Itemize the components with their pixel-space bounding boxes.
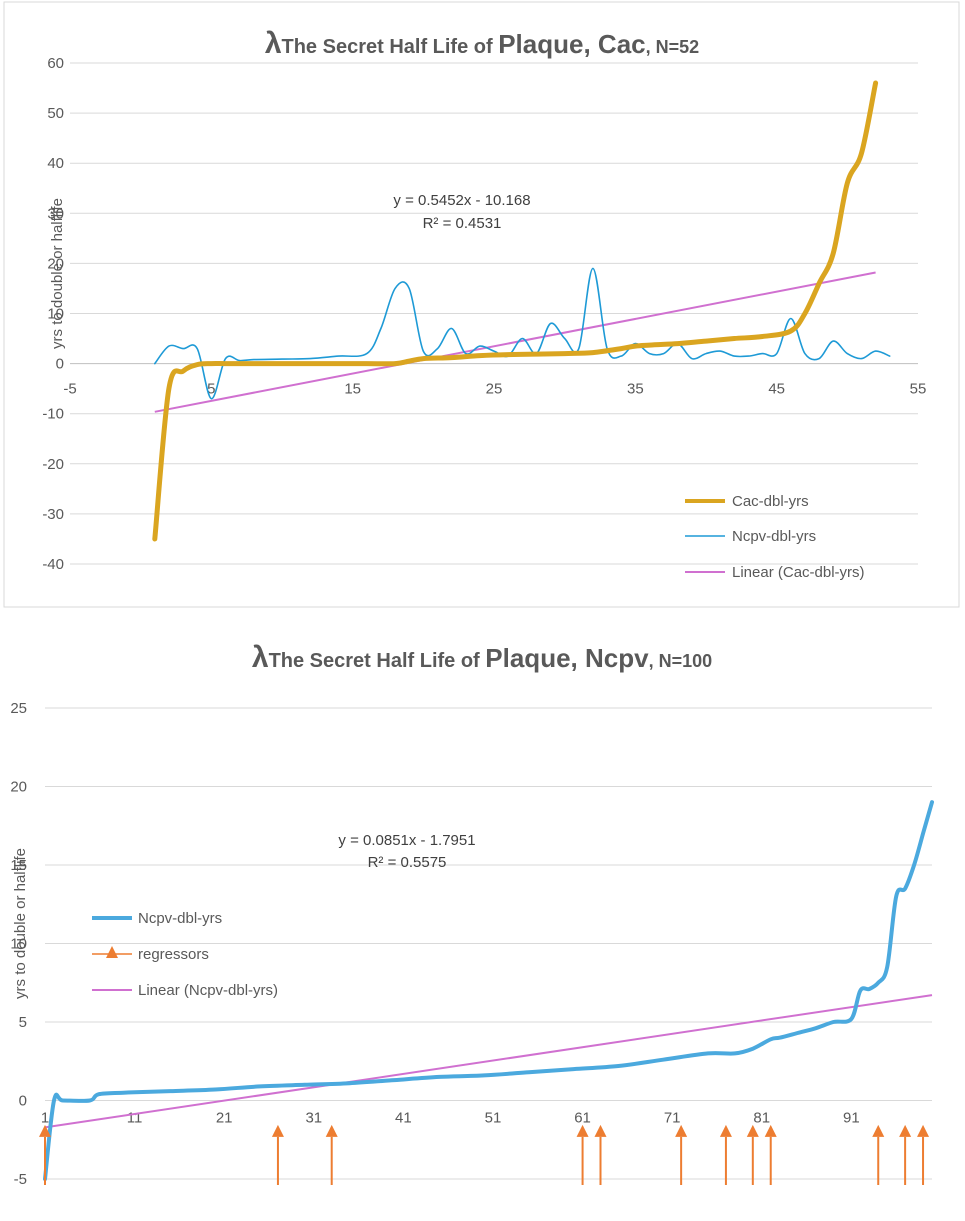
- legend-label: Cac-dbl-yrs: [732, 493, 809, 510]
- x-tick-label: 21: [216, 1110, 233, 1127]
- y-tick-label: 15: [10, 857, 27, 874]
- chart-title-part: , Cac: [583, 29, 645, 59]
- y-tick-label: 20: [10, 779, 27, 796]
- regressor-marker: [719, 1124, 732, 1137]
- regressor-marker: [746, 1124, 759, 1137]
- regressor-marker: [872, 1124, 885, 1137]
- trendline-equation: y = 0.5452x - 10.168: [393, 192, 530, 209]
- chart-title-part: The Secret Half Life of: [282, 36, 499, 58]
- regressor-marker: [325, 1124, 338, 1137]
- regressor-marker: [675, 1124, 688, 1137]
- regressor-marker: [899, 1124, 912, 1137]
- chart-title-part: Plaque: [485, 643, 570, 673]
- regressor-marker: [764, 1124, 777, 1137]
- y-tick-label: -10: [42, 406, 64, 423]
- chart-title: λThe Secret Half Life of Plaque, Ncpv, N…: [252, 641, 712, 674]
- y-tick-label: 10: [47, 306, 64, 323]
- x-tick-label: 45: [768, 381, 785, 398]
- x-tick-label: 31: [305, 1110, 322, 1127]
- y-tick-label: -30: [42, 506, 64, 523]
- chart-title-part: , N=100: [649, 651, 713, 671]
- x-tick-label: -5: [63, 381, 76, 398]
- y-tick-label: -20: [42, 456, 64, 473]
- series-line-ncpv-dbl-yrs: [43, 800, 934, 1181]
- x-tick-label: 51: [485, 1110, 502, 1127]
- chart-title-part: , N=52: [646, 37, 700, 57]
- chart-title-part: λ: [265, 27, 282, 60]
- y-tick-label: 30: [47, 205, 64, 222]
- chart-title-part: λ: [252, 641, 269, 674]
- regressor-marker: [917, 1124, 930, 1137]
- legend-label: regressors: [138, 946, 209, 963]
- trendline-cac: [154, 271, 876, 413]
- x-tick-label: 91: [843, 1110, 860, 1127]
- legend-label: Linear (Cac-dbl-yrs): [732, 564, 865, 581]
- legend-label: Ncpv-dbl-yrs: [138, 910, 222, 927]
- x-tick-label: 35: [627, 381, 644, 398]
- y-tick-label: 0: [19, 1093, 27, 1110]
- legend-marker: [106, 946, 118, 958]
- x-tick-label: 71: [664, 1110, 681, 1127]
- x-tick-label: 61: [574, 1110, 591, 1127]
- regressor-marker: [271, 1124, 284, 1137]
- x-tick-label: 41: [395, 1110, 412, 1127]
- regressor-marker: [576, 1124, 589, 1137]
- y-tick-label: -5: [14, 1171, 27, 1188]
- chart-title: λThe Secret Half Life of Plaque, Cac, N=…: [265, 27, 699, 60]
- y-tick-label: 5: [19, 1014, 27, 1031]
- chart-title-part: Plaque: [498, 29, 583, 59]
- y-tick-label: 50: [47, 105, 64, 122]
- x-tick-label: 1: [41, 1110, 49, 1127]
- y-tick-label: -40: [42, 556, 64, 573]
- trendline-r-squared: R² = 0.5575: [368, 854, 447, 871]
- y-tick-label: 0: [56, 356, 64, 373]
- chart-border: [3, 1, 960, 608]
- y-axis-label: yrs to double or halflife: [12, 848, 29, 999]
- y-tick-label: 20: [47, 255, 64, 272]
- chart-title-part: , Ncpv: [571, 643, 650, 673]
- chart-title-part: The Secret Half Life of: [269, 650, 486, 672]
- trendline-r-squared: R² = 0.4531: [423, 215, 502, 232]
- trendline-equation: y = 0.0851x - 1.7951: [338, 832, 475, 849]
- x-tick-label: 55: [910, 381, 927, 398]
- regressor-marker: [594, 1124, 607, 1137]
- y-axis-label: yrs to double or halflife: [49, 198, 66, 349]
- y-tick-label: 40: [47, 155, 64, 172]
- y-tick-label: 25: [10, 700, 27, 717]
- legend-label: Ncpv-dbl-yrs: [732, 528, 816, 545]
- series-line-cac-dbl-yrs: [152, 80, 879, 542]
- trendline-ncpv: [44, 994, 933, 1129]
- legend-label: Linear (Ncpv-dbl-yrs): [138, 982, 278, 999]
- x-tick-label: 81: [753, 1110, 770, 1127]
- y-tick-label: 10: [10, 936, 27, 953]
- series-line-ncpv-dbl-yrs: [154, 267, 891, 400]
- regressor-marker: [39, 1124, 51, 1137]
- x-tick-label: 11: [127, 1110, 143, 1127]
- chart-ncpv: λThe Secret Half Life of Plaque, Ncpv, N…: [10, 641, 934, 1188]
- y-tick-label: 60: [47, 55, 64, 72]
- x-tick-label: 15: [344, 381, 361, 398]
- x-tick-label: 25: [486, 381, 503, 398]
- x-tick-label: 5: [207, 381, 215, 398]
- chart-cac: λThe Secret Half Life of Plaque, Cac, N=…: [3, 1, 960, 608]
